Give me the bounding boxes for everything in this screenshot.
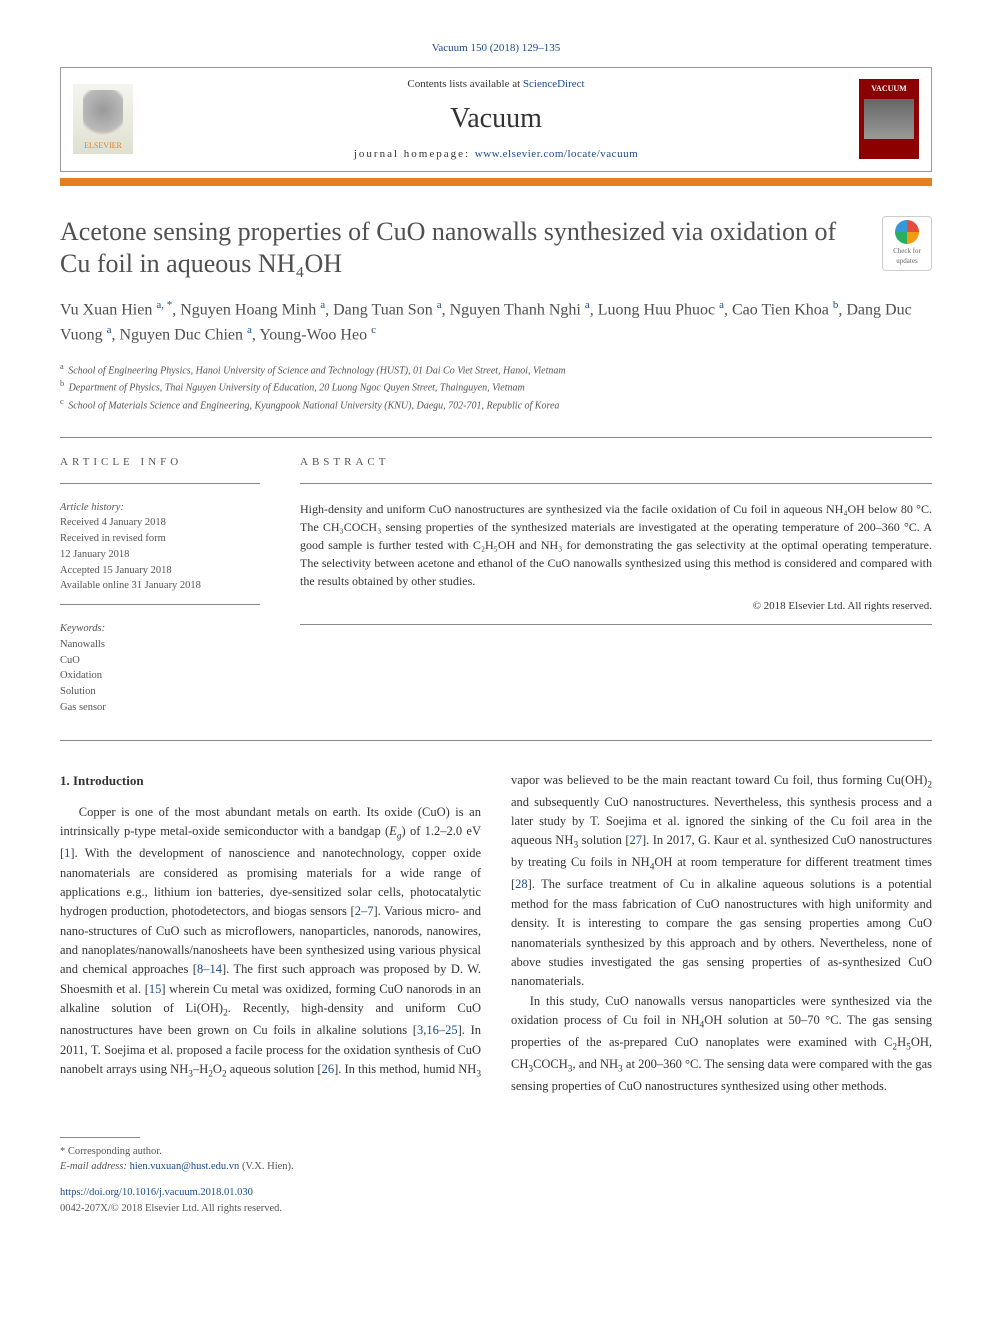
corresponding-author: * Corresponding author. bbox=[60, 1144, 932, 1160]
intro-paragraph-2: In this study, CuO nanowalls versus nano… bbox=[511, 992, 932, 1097]
abstract-column: ABSTRACT High-density and uniform CuO na… bbox=[300, 454, 932, 716]
doi-link[interactable]: https://doi.org/10.1016/j.vacuum.2018.01… bbox=[60, 1185, 932, 1201]
elsevier-label: ELSEVIER bbox=[84, 140, 122, 152]
divider bbox=[60, 483, 260, 484]
affiliations: a School of Engineering Physics, Hanoi U… bbox=[60, 361, 932, 413]
check-line1: Check for bbox=[893, 246, 921, 257]
abstract-copyright: © 2018 Elsevier Ltd. All rights reserved… bbox=[300, 598, 932, 615]
email-link[interactable]: hien.vuxuan@hust.edu.vn bbox=[130, 1161, 240, 1172]
footer-divider bbox=[60, 1137, 140, 1138]
journal-cover-thumbnail: VACUUM bbox=[859, 79, 919, 159]
divider bbox=[60, 604, 260, 605]
email-label: E-mail address: bbox=[60, 1161, 130, 1172]
journal-name: Vacuum bbox=[133, 98, 859, 140]
sciencedirect-link[interactable]: ScienceDirect bbox=[523, 78, 585, 90]
keywords-label: Keywords: bbox=[60, 621, 260, 637]
intro-heading: 1. Introduction bbox=[60, 771, 481, 791]
divider bbox=[300, 483, 932, 484]
check-updates-badge[interactable]: Check for updates bbox=[882, 216, 932, 271]
orange-divider-bar bbox=[60, 178, 932, 186]
page-footer: * Corresponding author. E-mail address: … bbox=[60, 1137, 932, 1217]
article-info-column: ARTICLE INFO Article history: Received 4… bbox=[60, 454, 260, 716]
history-label: Article history: bbox=[60, 500, 260, 516]
elsevier-tree-icon bbox=[83, 90, 123, 140]
divider bbox=[60, 740, 932, 741]
check-line2: updates bbox=[896, 256, 917, 267]
elsevier-logo: ELSEVIER bbox=[73, 84, 133, 154]
keywords-block: Keywords: NanowallsCuOOxidationSolutionG… bbox=[60, 621, 260, 716]
contents-line: Contents lists available at ScienceDirec… bbox=[133, 76, 859, 93]
contents-prefix: Contents lists available at bbox=[407, 78, 522, 90]
divider bbox=[60, 437, 932, 438]
cover-title: VACUUM bbox=[871, 83, 906, 95]
email-suffix: (V.X. Hien). bbox=[239, 1161, 293, 1172]
divider bbox=[300, 624, 932, 625]
cover-image-icon bbox=[864, 99, 914, 139]
homepage-link[interactable]: www.elsevier.com/locate/vacuum bbox=[475, 148, 638, 160]
abstract-text: High-density and uniform CuO nanostructu… bbox=[300, 500, 932, 590]
homepage-line: journal homepage: www.elsevier.com/locat… bbox=[133, 146, 859, 163]
journal-reference: Vacuum 150 (2018) 129–135 bbox=[60, 40, 932, 57]
article-history: Article history: Received 4 January 2018… bbox=[60, 500, 260, 595]
issn-copyright: 0042-207X/© 2018 Elsevier Ltd. All right… bbox=[60, 1201, 932, 1217]
crossmark-icon bbox=[895, 220, 919, 244]
article-info-heading: ARTICLE INFO bbox=[60, 454, 260, 471]
authors-list: Vu Xuan Hien a, *, Nguyen Hoang Minh a, … bbox=[60, 297, 932, 348]
homepage-prefix: journal homepage: bbox=[354, 148, 475, 160]
email-line: E-mail address: hien.vuxuan@hust.edu.vn … bbox=[60, 1159, 932, 1175]
article-title: Acetone sensing properties of CuO nanowa… bbox=[60, 216, 862, 281]
introduction-section: 1. Introduction Copper is one of the mos… bbox=[60, 771, 932, 1097]
abstract-heading: ABSTRACT bbox=[300, 454, 932, 471]
journal-header-box: ELSEVIER Contents lists available at Sci… bbox=[60, 67, 932, 172]
